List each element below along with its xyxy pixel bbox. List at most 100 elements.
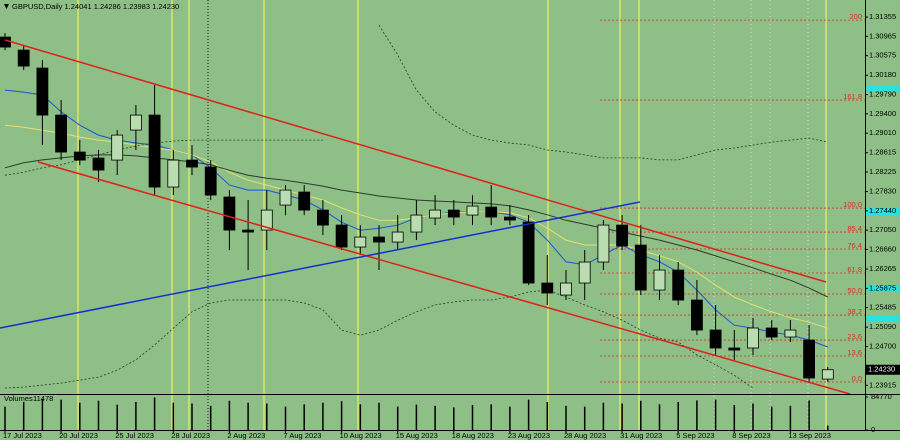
volume-bar [621, 403, 623, 430]
fib-label: 23.6 [847, 332, 862, 341]
candle-body [55, 114, 67, 153]
candle-body [578, 261, 591, 284]
volume-title: Volumes [4, 394, 33, 403]
x-tick-label: 2 Aug 2023 [227, 431, 265, 440]
y-tick-label: 1.31355 [869, 12, 896, 21]
candle-body [373, 236, 385, 243]
volume-bar [583, 406, 586, 430]
x-tick-label: 28 Jul 2023 [171, 431, 210, 440]
volume-bar [172, 402, 175, 430]
volume-bar [770, 406, 773, 430]
candle-body [765, 327, 778, 338]
volume-bar [378, 402, 380, 430]
fib-label: 161.8 [843, 92, 862, 101]
candle-body [466, 205, 479, 216]
volume-bar [41, 398, 44, 430]
x-tick-label: 8 Sep 2023 [732, 431, 770, 440]
x-tick-label: 28 Aug 2023 [564, 431, 606, 440]
volume-bar [453, 407, 455, 430]
candle-body [672, 269, 685, 301]
volume-bar [546, 401, 549, 430]
candle-body [17, 49, 30, 67]
volume-bar [153, 397, 156, 430]
fib-label: 76.4 [847, 241, 862, 250]
volume-value: 11478 [33, 394, 53, 403]
volume-bar [527, 399, 530, 430]
volume-bar [640, 400, 642, 430]
y-tick-label: 1.27440 [869, 206, 896, 215]
trend-line [0, 201, 641, 329]
volume-tick-label: 84770 [871, 392, 892, 401]
y-tick-label: 1.29010 [869, 128, 896, 137]
last-price-label: 1.24230 [868, 365, 895, 374]
volume-bar [79, 402, 81, 430]
volume-tick-label: 0 [871, 425, 875, 434]
y-tick-label: 1.26265 [869, 264, 896, 273]
candle-body [223, 196, 236, 231]
candle-body [410, 214, 423, 233]
candle-body [447, 209, 460, 218]
candle-body [36, 67, 49, 116]
x-tick-label: 15 Aug 2023 [396, 431, 438, 440]
volume-bar [209, 405, 212, 430]
volume-bar [97, 400, 100, 430]
candle-body [204, 166, 217, 196]
volume-bar [247, 402, 249, 430]
y-tick-label: 1.30965 [869, 31, 896, 40]
candle-body [634, 244, 647, 291]
x-tick-label: 17 Jul 2023 [3, 431, 42, 440]
y-tick-label: 1.28615 [869, 148, 896, 157]
x-tick-label: 10 Aug 2023 [340, 431, 382, 440]
candle-body [167, 159, 180, 188]
volume-bar [602, 402, 605, 430]
candle-body [148, 114, 161, 188]
candle-body [279, 189, 292, 206]
volume-bar [733, 405, 736, 430]
y-tick-label: 1.23915 [869, 380, 896, 389]
y-tick-label: 1.27050 [869, 225, 896, 234]
volume-bar [752, 403, 754, 430]
price-pane [0, 19, 865, 389]
volume-bar [60, 399, 62, 430]
candle-body [709, 329, 722, 349]
volume-bar [415, 404, 418, 430]
candle-body [298, 191, 311, 211]
candle-body [429, 209, 442, 219]
candle-body [784, 329, 797, 338]
volume-bar [135, 401, 137, 430]
candle-body [0, 36, 11, 48]
volume-bar [191, 403, 193, 430]
candle-body [92, 157, 105, 171]
x-tick-label: 20 Jul 2023 [59, 431, 98, 440]
volume-bar [696, 400, 698, 430]
fib-label: 61.8 [847, 265, 862, 274]
candle-body [541, 282, 554, 294]
y-tick-label: 1.25485 [869, 303, 896, 312]
y-tick-label: 1.25875 [869, 283, 896, 292]
symbol-icon [4, 4, 9, 9]
y-tick-label: 1.25090 [869, 322, 896, 331]
volume-bar [322, 402, 324, 430]
y-tick-label: 1.29400 [869, 109, 896, 118]
x-tick-label: 7 Aug 2023 [284, 431, 322, 440]
fib-label: 85.4 [847, 224, 862, 233]
candle-body [728, 347, 741, 351]
y-tick-label: 1.27830 [869, 187, 896, 196]
volume-bar [808, 400, 810, 430]
y-tick-label: 1.30180 [869, 70, 896, 79]
candle-body [111, 134, 124, 161]
volume-bar [471, 405, 474, 430]
candle-body [260, 209, 273, 231]
volume-bar [284, 406, 287, 430]
candle-body [316, 209, 329, 226]
volume-bar [303, 404, 305, 430]
candle-body [597, 224, 610, 263]
candle-body [485, 206, 498, 218]
band-line [4, 139, 323, 176]
fib-label: 50.0 [847, 286, 862, 295]
volume-bar [434, 405, 436, 430]
last-price-box [866, 364, 900, 375]
y-tick-label: 1.24700 [869, 341, 896, 350]
